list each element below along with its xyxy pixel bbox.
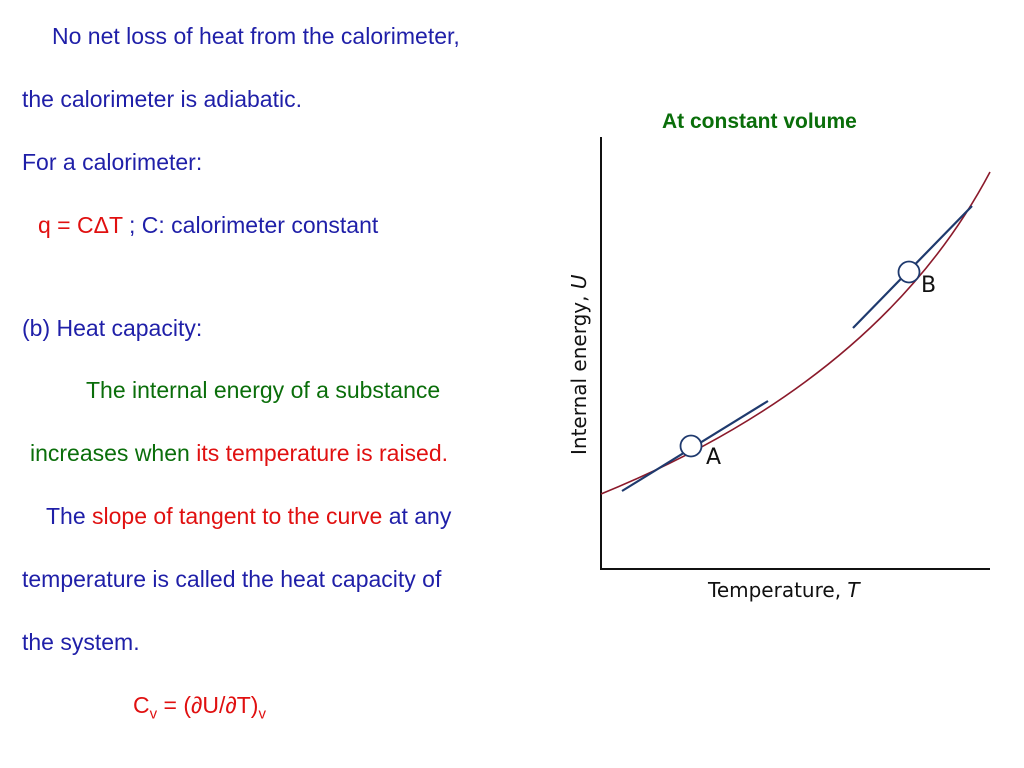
point-b-label: B	[921, 273, 936, 298]
chart-title: At constant volume	[662, 110, 857, 133]
formula-sub-v2: v	[258, 705, 266, 723]
point-b-marker	[897, 260, 921, 284]
text-line-1: No net loss of heat from the calorimeter…	[52, 23, 460, 49]
y-axis-label-text: Internal energy,	[567, 289, 591, 455]
formula-derivative: = (∂U/∂T)	[157, 692, 259, 718]
text-line-10: the system.	[22, 629, 140, 655]
heat-equation: q = CΔT	[38, 212, 123, 238]
text-line-9: temperature is called the heat capacity …	[22, 566, 442, 592]
x-axis-label: Temperature, T	[707, 578, 861, 602]
point-a-marker	[679, 434, 703, 458]
y-axis-label: Internal energy, U	[567, 274, 591, 455]
text-line-7-b: its temperature is raised	[196, 440, 442, 466]
y-axis-label-var: U	[567, 274, 591, 289]
text-line-4: q = CΔT ; C: calorimeter constant	[38, 211, 378, 239]
formula-c: C	[133, 692, 150, 718]
x-axis-label-text: Temperature,	[707, 578, 847, 602]
text-line-6: The internal energy of a substance	[86, 377, 441, 403]
text-line-3: For a calorimeter:	[22, 149, 203, 175]
text-line-2: the calorimeter is adiabatic.	[22, 86, 302, 112]
calorimeter-constant-note: ; C: calorimeter constant	[129, 212, 379, 238]
x-axis-label-var: T	[847, 578, 861, 602]
text-line-8-a: The	[46, 503, 86, 529]
point-a-label: A	[706, 445, 721, 470]
text-line-7-c: .	[441, 440, 449, 466]
text-line-8-c: at any	[388, 503, 452, 529]
energy-curve	[600, 171, 991, 495]
text-line-5: (b) Heat capacity:	[22, 315, 203, 341]
text-line-8: The slope of tangent to the curve at any	[46, 502, 451, 530]
text-line-7: increases when its temperature is raised…	[30, 439, 448, 467]
text-line-7-a: increases when	[30, 440, 190, 466]
text-line-8-b: slope of tangent to the curve	[92, 503, 383, 529]
heat-capacity-formula: Cv = (∂U/∂T)v	[133, 691, 266, 729]
formula-sub-v1: v	[149, 705, 158, 723]
